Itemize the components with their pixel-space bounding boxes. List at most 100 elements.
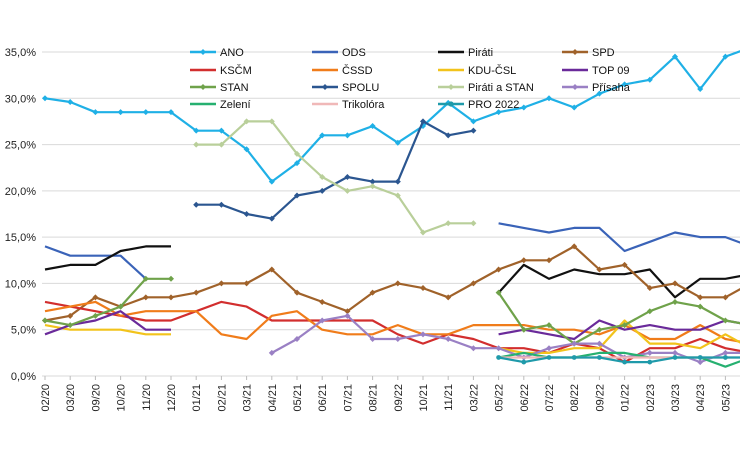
data-point bbox=[495, 109, 502, 116]
data-point bbox=[520, 104, 527, 111]
data-point bbox=[521, 359, 527, 365]
data-point bbox=[294, 160, 300, 167]
data-point bbox=[268, 118, 275, 125]
legend-item: ČSSD bbox=[312, 64, 373, 77]
data-point bbox=[697, 303, 704, 310]
data-point bbox=[420, 229, 426, 236]
data-point bbox=[722, 294, 729, 301]
legend-label: Piráti bbox=[468, 47, 493, 59]
x-tick-label: 10/21 bbox=[418, 384, 430, 412]
y-tick-label: 25,0% bbox=[5, 140, 36, 152]
data-point bbox=[723, 355, 728, 360]
x-tick-label: 09/22 bbox=[594, 384, 606, 412]
data-point bbox=[67, 312, 74, 319]
x-tick-label: 01/21 bbox=[191, 384, 203, 412]
series-line bbox=[196, 120, 474, 234]
data-point bbox=[218, 127, 225, 134]
data-point bbox=[42, 317, 48, 324]
legend-item: Zelení bbox=[190, 99, 251, 111]
data-point bbox=[193, 127, 200, 134]
series-pro-2022 bbox=[496, 355, 740, 365]
data-point bbox=[470, 118, 477, 125]
data-point bbox=[420, 285, 426, 292]
x-tick-label: 11/21 bbox=[443, 384, 455, 411]
legend-label: ODS bbox=[342, 47, 366, 59]
data-point bbox=[697, 294, 704, 301]
legend-item: Přísaha bbox=[562, 82, 631, 94]
data-point bbox=[268, 178, 275, 185]
data-point bbox=[369, 178, 376, 185]
data-point bbox=[319, 317, 326, 324]
data-point bbox=[571, 104, 578, 111]
legend-label: STAN bbox=[220, 82, 249, 94]
data-point bbox=[193, 289, 200, 296]
data-point bbox=[394, 192, 401, 199]
data-point bbox=[621, 322, 628, 329]
data-point bbox=[420, 331, 426, 338]
legend-item: KSČM bbox=[190, 64, 252, 77]
x-tick-label: 03/20 bbox=[65, 384, 77, 412]
series-line bbox=[44, 310, 171, 336]
legend-label: Trikolóra bbox=[342, 99, 385, 111]
x-tick-label: 04/21 bbox=[267, 384, 279, 412]
series-line bbox=[44, 324, 171, 336]
legend-label: SPD bbox=[592, 47, 615, 59]
data-point bbox=[394, 280, 401, 287]
series-top-09 bbox=[44, 310, 740, 341]
legend-marker bbox=[448, 101, 454, 107]
data-point bbox=[193, 141, 200, 148]
series-kdu-sl bbox=[44, 319, 740, 354]
data-point bbox=[621, 261, 628, 268]
series-line bbox=[497, 263, 740, 299]
data-point bbox=[697, 359, 704, 366]
data-point bbox=[92, 109, 99, 116]
data-point bbox=[722, 349, 729, 356]
data-point bbox=[470, 127, 477, 134]
legend-item: TOP 09 bbox=[562, 65, 630, 77]
legend-marker bbox=[322, 84, 328, 90]
data-point bbox=[117, 303, 124, 310]
data-point bbox=[722, 53, 729, 60]
x-tick-label: 07/21 bbox=[342, 384, 354, 412]
x-tick-label: 08/21 bbox=[368, 384, 380, 412]
data-point bbox=[697, 86, 704, 93]
y-tick-label: 35,0% bbox=[5, 47, 36, 59]
series--ssd bbox=[44, 300, 740, 343]
series-spolu bbox=[193, 118, 477, 222]
data-point bbox=[294, 150, 300, 157]
data-point bbox=[672, 355, 678, 360]
y-tick-label: 5,0% bbox=[11, 325, 36, 337]
series-line bbox=[44, 245, 171, 271]
legend-item: ANO bbox=[190, 47, 244, 59]
legend: ANO ODS Piráti SPD KSČM ČSSD KDU-ČSL TOP 09 STAN… bbox=[190, 47, 631, 111]
legend-item: Piráti bbox=[438, 47, 493, 59]
data-point bbox=[571, 340, 578, 347]
y-axis-ticks: 0,0% 5,0% 10,0% 15,0% 20,0% 25,0% 30,0% 35,0% bbox=[5, 47, 36, 383]
data-point bbox=[294, 192, 300, 199]
data-point bbox=[268, 215, 275, 222]
data-point bbox=[445, 220, 452, 227]
x-tick-label: 03/23 bbox=[670, 384, 682, 412]
data-point bbox=[646, 308, 653, 315]
series-line bbox=[498, 319, 740, 354]
data-point bbox=[470, 220, 477, 227]
data-point bbox=[218, 201, 225, 208]
data-point bbox=[92, 294, 99, 301]
legend-label: Přísaha bbox=[592, 82, 631, 94]
data-point bbox=[344, 173, 351, 180]
data-point bbox=[319, 173, 326, 180]
data-point bbox=[42, 95, 48, 102]
data-point bbox=[243, 211, 250, 217]
data-point bbox=[672, 349, 678, 356]
x-tick-label: 08/22 bbox=[569, 384, 581, 412]
data-point bbox=[445, 294, 452, 301]
data-point bbox=[142, 109, 149, 116]
x-tick-label: 03/22 bbox=[468, 384, 480, 412]
data-point bbox=[369, 335, 376, 342]
x-tick-label: 05/21 bbox=[292, 384, 304, 412]
data-point bbox=[294, 335, 300, 342]
series-ods bbox=[44, 222, 740, 280]
legend-marker bbox=[572, 49, 578, 55]
legend-label: PRO 2022 bbox=[468, 99, 519, 111]
x-tick-label: 05/22 bbox=[494, 384, 506, 412]
